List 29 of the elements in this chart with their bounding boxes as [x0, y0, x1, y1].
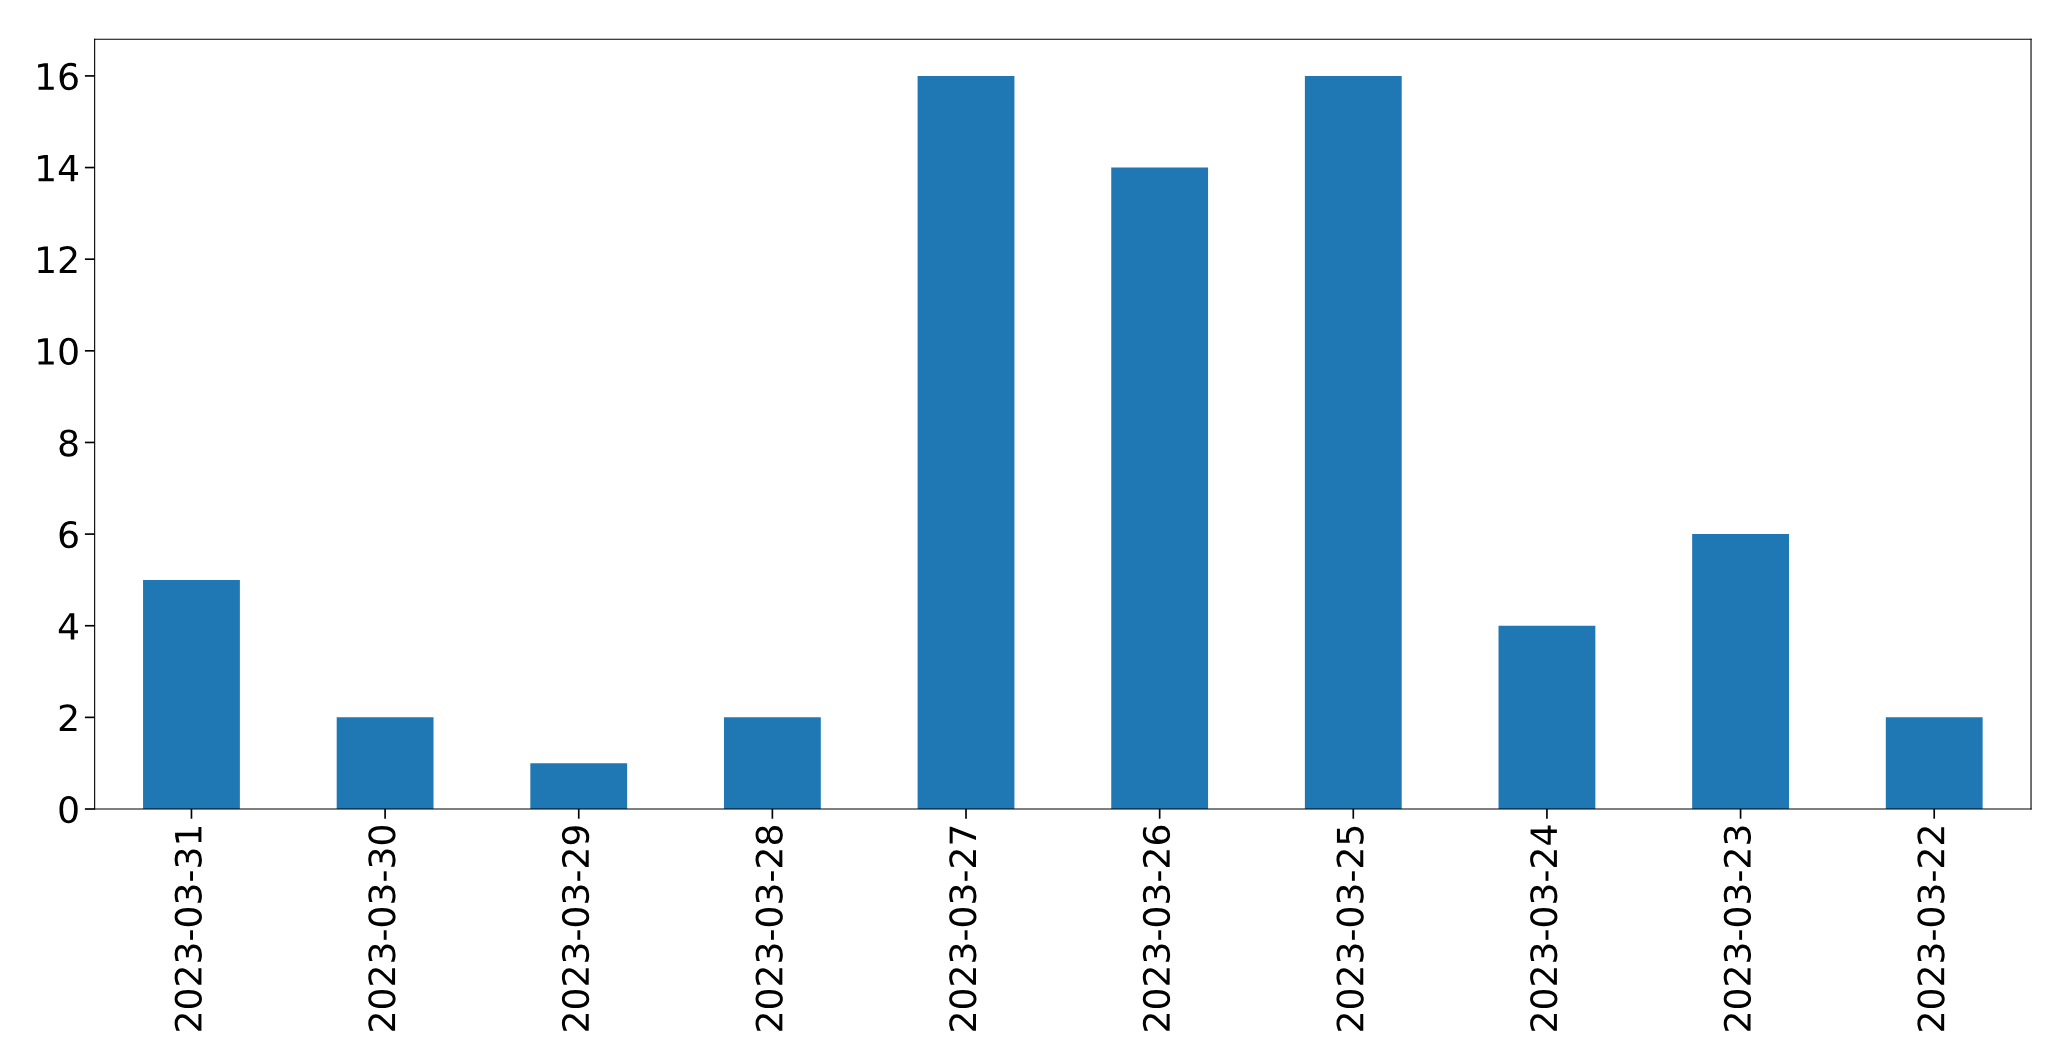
- bar: [1692, 534, 1789, 810]
- bar: [1885, 717, 1983, 810]
- y-tick-label: 8: [59, 429, 78, 457]
- y-tick-label: 0: [59, 795, 78, 824]
- x-tick-label: 2023-03-27: [949, 826, 977, 1031]
- x-tick-label: 2023-03-29: [561, 826, 590, 1031]
- bar: [336, 717, 434, 810]
- bar: [143, 579, 240, 810]
- x-tick-label: 2023-03-31: [174, 826, 202, 1031]
- bar: [723, 717, 821, 810]
- x-tick-label: 2023-03-28: [755, 826, 783, 1031]
- x-tick-label: 2023-03-25: [1336, 826, 1364, 1031]
- bar: [1498, 625, 1596, 810]
- bar: [530, 763, 628, 810]
- bar: [1304, 75, 1402, 810]
- x-tick-label: 2023-03-26: [1142, 825, 1171, 1031]
- x-tick-label: 2023-03-30: [368, 825, 396, 1031]
- bar: [1111, 167, 1209, 810]
- x-tick-label: 2023-03-24: [1530, 825, 1558, 1031]
- y-tick-label: 2: [59, 704, 77, 732]
- y-tick-label: 12: [38, 246, 77, 273]
- y-tick-label: 6: [59, 521, 78, 549]
- x-tick-label: 2023-03-23: [1723, 826, 1752, 1031]
- y-tick-label: 4: [58, 613, 79, 640]
- x-tick-label: 2023-03-22: [1917, 827, 1945, 1031]
- y-tick-label: 10: [38, 337, 78, 366]
- y-tick-label: 16: [38, 62, 78, 91]
- y-tick-label: 14: [38, 154, 79, 182]
- bar: [917, 75, 1015, 810]
